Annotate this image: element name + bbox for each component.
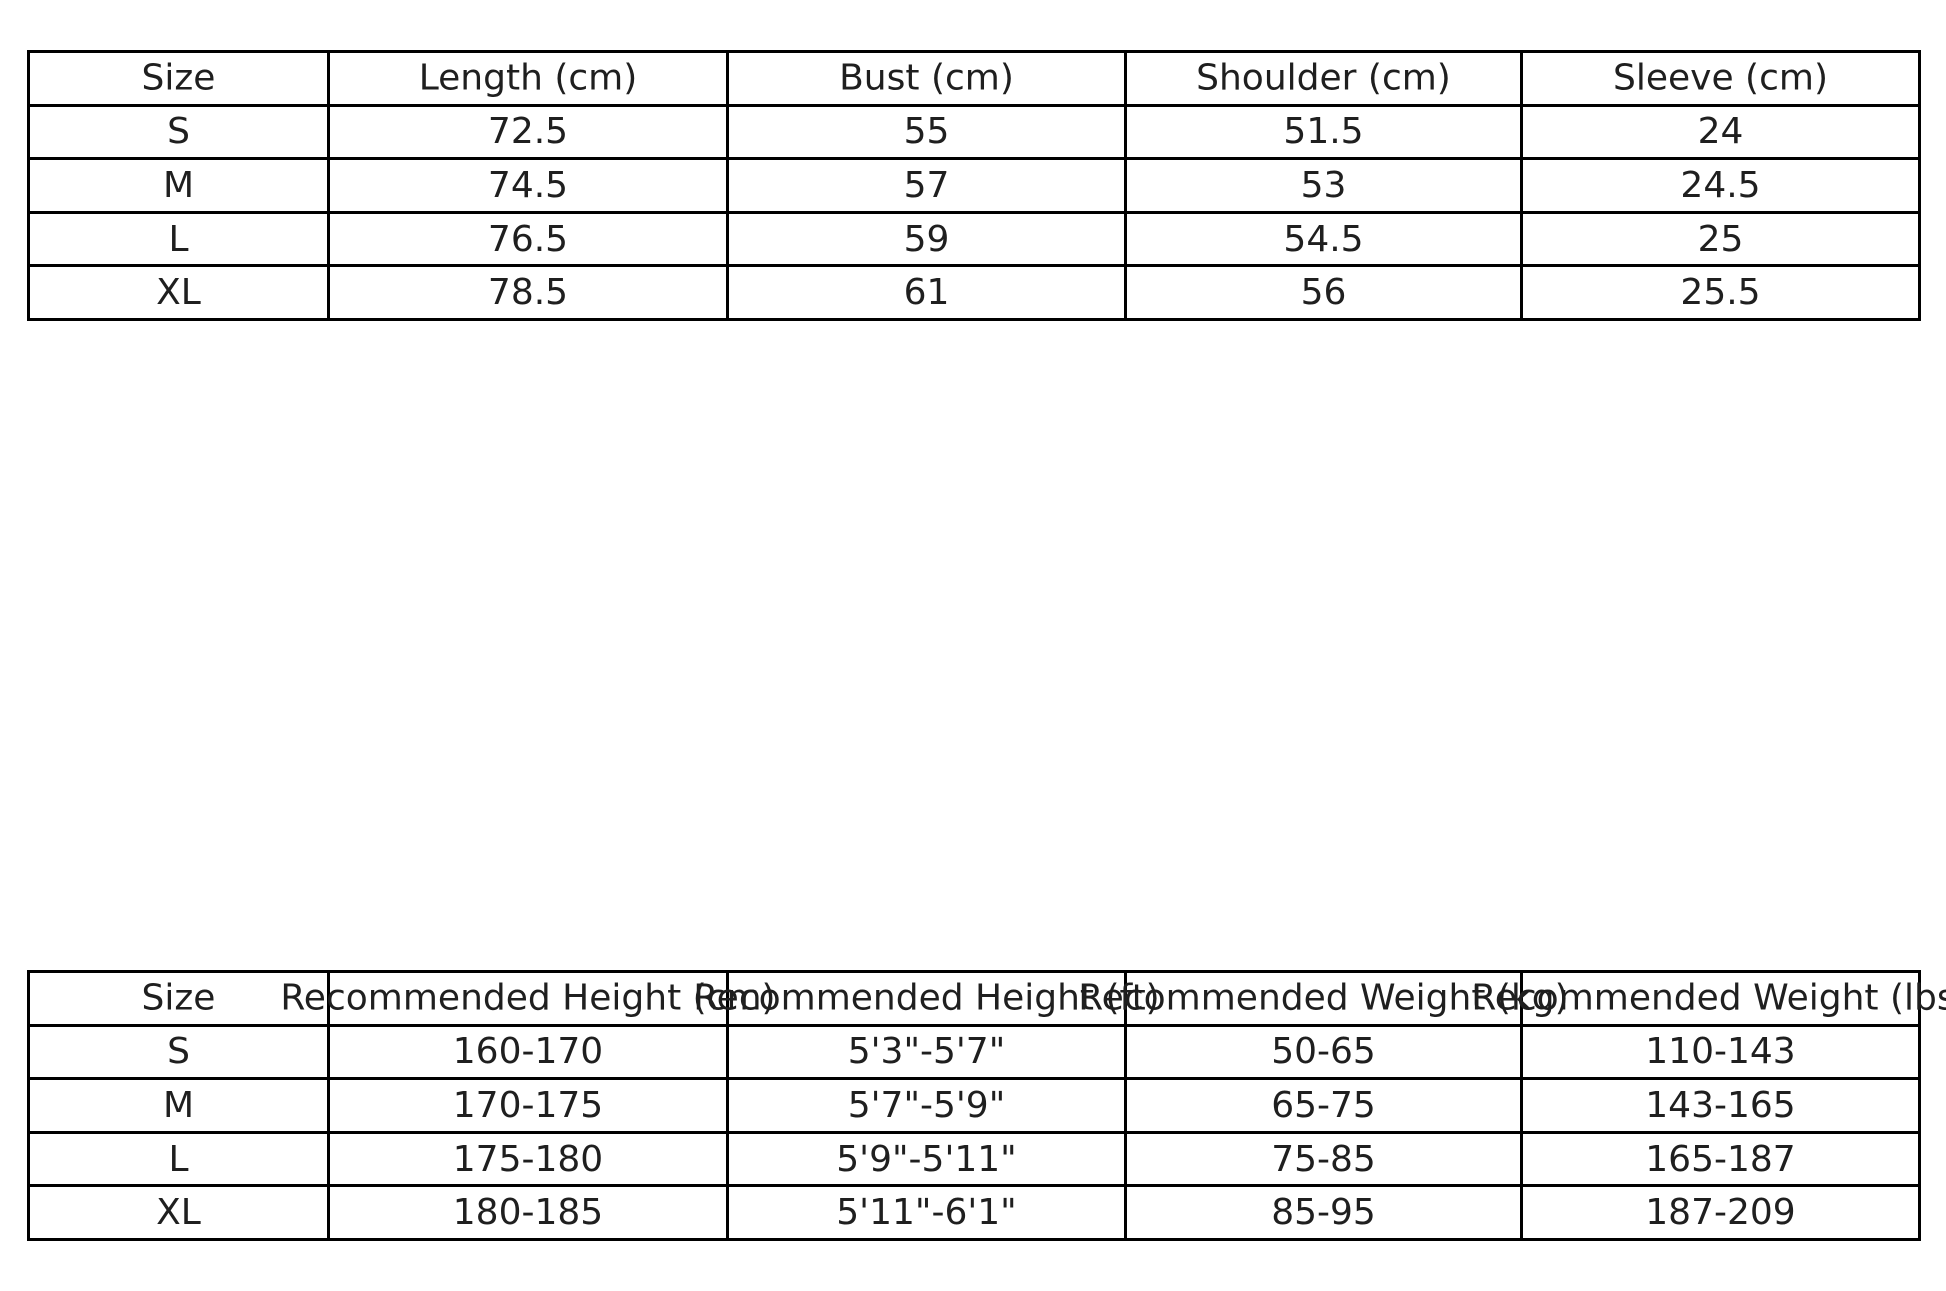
garment-measurements-table: Size Length (cm) Bust (cm) Shoulder (cm) Sle… [27, 50, 1921, 321]
table-cell: XL [27, 264, 330, 321]
table-cell: 160-170 [327, 1023, 729, 1081]
table-cell: 187-209 [1520, 1184, 1921, 1241]
table-row: L 76.5 59 54.5 25 [27, 210, 1921, 268]
table-cell: 59 [726, 210, 1127, 268]
table-cell: 5'7"-5'9" [726, 1077, 1127, 1134]
header-row: Size Length (cm) Bust (cm) Shoulder (cm) Sle… [27, 50, 1921, 107]
table-row: S 72.5 55 51.5 24 [27, 103, 1921, 161]
column-header-4: Sleeve (cm) [1520, 50, 1921, 107]
table-cell: 25 [1520, 210, 1921, 268]
column-header-2: Recommended Height (ft) [693, 970, 1160, 1027]
table-cell: 25.5 [1520, 264, 1921, 321]
table-cell: 54.5 [1124, 210, 1523, 268]
table-cell: 76.5 [327, 210, 729, 268]
table-cell: 180-185 [327, 1184, 729, 1241]
table-cell: 50-65 [1124, 1023, 1523, 1081]
table-cell: 5'3"-5'7" [726, 1023, 1127, 1081]
table-cell: 75-85 [1124, 1130, 1523, 1188]
table-head: Size Length (cm) Bust (cm) Shoulder (cm) Sle… [27, 50, 1921, 107]
column-header-label: Recommended Height (ft) [693, 977, 1160, 1019]
table-row: XL 78.5 61 56 25.5 [27, 264, 1921, 321]
column-header-label: Size [141, 57, 216, 99]
header-row: Size Recommended Height (cm) Recommended H… [27, 970, 1946, 1027]
table-row: L 175-180 5'9"-5'11" 75-85 165-187 [27, 1130, 1921, 1188]
column-header-4: Recommended Weight (lbs) [1471, 970, 1946, 1027]
table-row: M 74.5 57 53 24.5 [27, 157, 1921, 214]
table-cell: 72.5 [327, 103, 729, 161]
table-row: M 170-175 5'7"-5'9" 65-75 143-165 [27, 1077, 1921, 1134]
table-row: S 160-170 5'3"-5'7" 50-65 110-143 [27, 1023, 1921, 1081]
column-header-3: Shoulder (cm) [1124, 50, 1523, 107]
column-header-label: Sleeve (cm) [1613, 57, 1828, 99]
table-cell: M [27, 1077, 330, 1134]
table-cell: 53 [1124, 157, 1523, 214]
column-header-label: Recommended Weight (lbs) [1471, 977, 1946, 1019]
table-cell: 85-95 [1124, 1184, 1523, 1241]
table-cell: L [27, 1130, 330, 1188]
table-cell: S [27, 103, 330, 161]
column-header-1: Length (cm) [327, 50, 729, 107]
table-cell: L [27, 210, 330, 268]
table-cell: 24 [1520, 103, 1921, 161]
column-header-label: Size [141, 977, 216, 1019]
table-cell: 74.5 [327, 157, 729, 214]
column-header-1: Recommended Height (cm) [280, 970, 776, 1027]
table-head: Size Recommended Height (cm) Recommended H… [27, 970, 1946, 1027]
table-cell: 78.5 [327, 264, 729, 321]
column-header-label: Shoulder (cm) [1196, 57, 1451, 99]
table-cell: M [27, 157, 330, 214]
table-body: S 160-170 5'3"-5'7" 50-65 110-143 M 170-175 5'7… [27, 1023, 1921, 1241]
table-row: XL 180-185 5'11"-6'1" 85-95 187-209 [27, 1184, 1921, 1241]
column-header-label: Recommended Weight (kg) [1078, 977, 1569, 1019]
table-cell: XL [27, 1184, 330, 1241]
table-cell: 170-175 [327, 1077, 729, 1134]
table-cell: 56 [1124, 264, 1523, 321]
column-header-label: Bust (cm) [839, 57, 1014, 99]
column-header-2: Bust (cm) [726, 50, 1127, 107]
table-cell: 110-143 [1520, 1023, 1921, 1081]
table-cell: 175-180 [327, 1130, 729, 1188]
table-cell: S [27, 1023, 330, 1081]
column-header-label: Length (cm) [418, 57, 638, 99]
table-cell: 55 [726, 103, 1127, 161]
table-cell: 24.5 [1520, 157, 1921, 214]
table-cell: 65-75 [1124, 1077, 1523, 1134]
table-cell: 51.5 [1124, 103, 1523, 161]
column-header-3: Recommended Weight (kg) [1078, 970, 1569, 1027]
column-header-0: Size [27, 50, 330, 107]
table-cell: 61 [726, 264, 1127, 321]
column-header-label: Recommended Height (cm) [280, 977, 776, 1019]
column-header-0: Size [27, 970, 330, 1027]
table-cell: 165-187 [1520, 1130, 1921, 1188]
table-cell: 5'11"-6'1" [726, 1184, 1127, 1241]
table-body: S 72.5 55 51.5 24 M 74.5 57 53 24.5 L 76.5 59 54.5 25 X… [27, 103, 1921, 321]
table-cell: 5'9"-5'11" [726, 1130, 1127, 1188]
size-recommendations-table: Size Recommended Height (cm) Recommended H… [27, 970, 1946, 1241]
table-cell: 143-165 [1520, 1077, 1921, 1134]
table-cell: 57 [726, 157, 1127, 214]
